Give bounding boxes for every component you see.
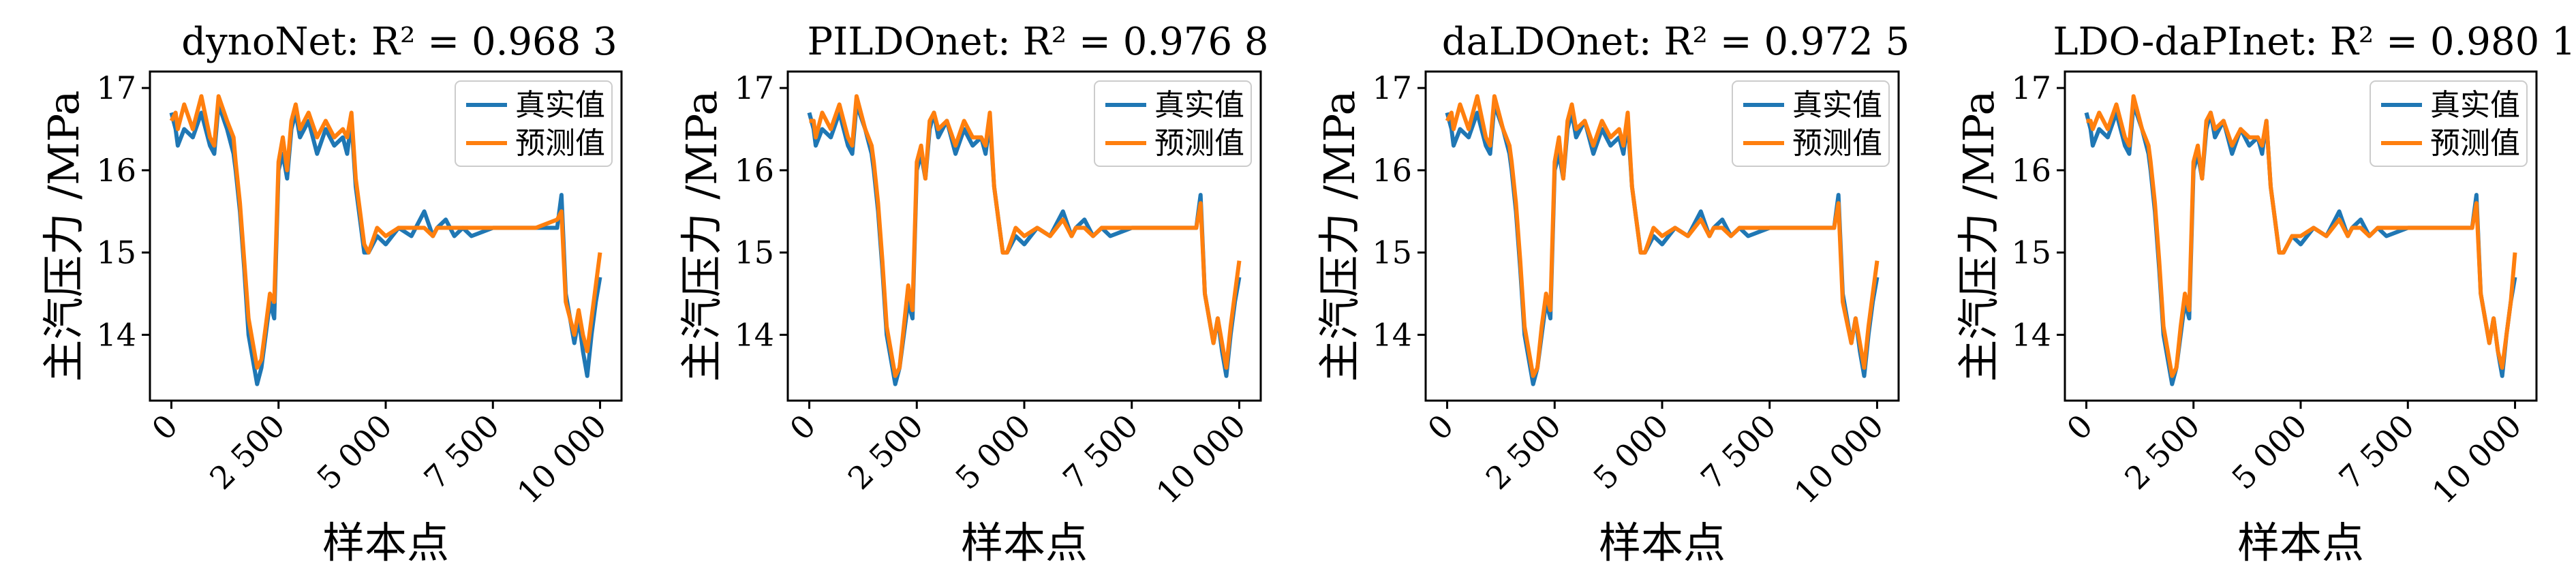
legend-label: 预测值 — [515, 126, 605, 161]
chart-title: LDO-daPInet: R² = 0.980 1 — [2053, 20, 2575, 64]
chart-title: daLDOnet: R² = 0.972 5 — [1442, 20, 1910, 64]
y-tick-label: 15 — [2011, 234, 2051, 271]
y-axis-label: 主汽压力 /MPa — [1315, 91, 1364, 382]
x-axis-label: 样本点 — [1599, 518, 1726, 568]
legend-label: 真实值 — [1792, 88, 1882, 123]
legend-label: 预测值 — [1792, 126, 1882, 161]
y-tick-label: 16 — [734, 152, 774, 189]
x-axis-label: 样本点 — [2237, 518, 2364, 568]
y-tick-label: 15 — [96, 234, 136, 271]
y-tick-label: 16 — [2011, 152, 2051, 189]
legend-label: 预测值 — [2430, 126, 2520, 161]
y-tick-label: 14 — [734, 316, 774, 353]
chart-title: PILDOnet: R² = 0.976 8 — [807, 20, 1268, 64]
y-axis-label: 主汽压力 /MPa — [39, 91, 89, 382]
legend-label: 真实值 — [515, 88, 605, 123]
y-tick-label: 17 — [96, 69, 136, 106]
legend-label: 预测值 — [1154, 126, 1244, 161]
series-line-pred — [1445, 94, 1880, 378]
y-axis-label: 主汽压力 /MPa — [677, 91, 726, 382]
y-axis-label: 主汽压力 /MPa — [1954, 91, 2004, 382]
chart-title: dynoNet: R² = 0.968 3 — [181, 20, 617, 64]
y-tick-label: 16 — [1372, 152, 1412, 189]
series-line-pred — [2086, 94, 2517, 378]
y-tick-label: 15 — [734, 234, 774, 271]
series-line-pred — [809, 94, 1242, 378]
series-line-pred — [169, 94, 602, 370]
legend-label: 真实值 — [1154, 88, 1244, 123]
y-tick-label: 14 — [2011, 316, 2051, 353]
y-tick-label: 15 — [1372, 234, 1412, 271]
y-tick-label: 14 — [96, 316, 136, 353]
y-tick-label: 17 — [734, 69, 774, 106]
y-tick-label: 17 — [1372, 69, 1412, 106]
y-tick-label: 16 — [96, 152, 136, 189]
y-tick-label: 17 — [2011, 69, 2051, 106]
legend-label: 真实值 — [2430, 88, 2520, 123]
y-tick-label: 14 — [1372, 316, 1412, 353]
x-axis-label: 样本点 — [961, 518, 1088, 568]
x-axis-label: 样本点 — [322, 518, 449, 568]
